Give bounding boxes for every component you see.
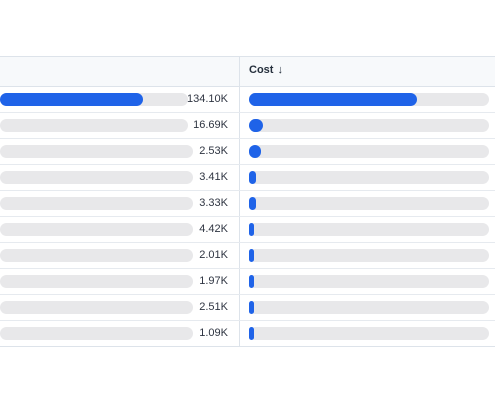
column-divider	[239, 165, 240, 190]
cost-bar-fill	[249, 223, 254, 236]
cost-bar-track	[249, 119, 489, 132]
left-bar-track	[0, 223, 193, 236]
column-divider	[239, 321, 240, 346]
column-divider	[239, 243, 240, 268]
left-bar-track	[0, 93, 188, 106]
cost-header-label: Cost	[249, 64, 274, 76]
table-header: Cost ↓	[0, 57, 495, 87]
arrow-down-icon: ↓	[277, 63, 283, 76]
cost-bar-track	[249, 275, 489, 288]
table-row[interactable]: 4.42K	[0, 217, 495, 243]
row-value: 2.01K	[199, 249, 228, 261]
left-bar-track	[0, 249, 193, 262]
cost-table: Cost ↓ 134.10K 16.69K 2.53K 3.41K 3.33K 4.42K…	[0, 56, 495, 347]
column-divider	[239, 217, 240, 242]
table-row[interactable]: 2.01K	[0, 243, 495, 269]
column-divider	[239, 269, 240, 294]
column-divider	[239, 113, 240, 138]
column-divider	[239, 87, 240, 112]
cost-bar-track	[249, 223, 489, 236]
table-row[interactable]: 3.41K	[0, 165, 495, 191]
table-row[interactable]: 1.97K	[0, 269, 495, 295]
cost-bar-track	[249, 145, 489, 158]
left-bar-track	[0, 327, 193, 340]
table-row[interactable]: 2.53K	[0, 139, 495, 165]
cost-bar-track	[249, 93, 489, 106]
cost-bar-fill	[249, 197, 256, 210]
cost-bar-fill	[249, 145, 261, 158]
table-row[interactable]: 2.51K	[0, 295, 495, 321]
cost-bar-track	[249, 171, 489, 184]
row-value: 1.97K	[199, 275, 228, 287]
table-row[interactable]: 134.10K	[0, 87, 495, 113]
left-bar-track	[0, 171, 193, 184]
row-value: 4.42K	[199, 223, 228, 235]
column-divider	[239, 57, 240, 86]
table-body: 134.10K 16.69K 2.53K 3.41K 3.33K 4.42K 2.01K 1.…	[0, 87, 495, 346]
column-divider	[239, 295, 240, 320]
row-value: 16.69K	[193, 119, 228, 131]
cost-column-header[interactable]: Cost ↓	[249, 64, 283, 76]
left-bar-track	[0, 119, 188, 132]
column-divider	[239, 191, 240, 216]
left-bar-track	[0, 301, 193, 314]
cost-bar-fill	[249, 171, 256, 184]
cost-bar-track	[249, 197, 489, 210]
row-value: 2.51K	[199, 301, 228, 313]
cost-bar-fill	[249, 119, 263, 132]
cost-bar-fill	[249, 93, 417, 106]
table-row[interactable]: 16.69K	[0, 113, 495, 139]
row-value: 134.10K	[187, 93, 228, 105]
cost-bar-track	[249, 327, 489, 340]
cost-bar-track	[249, 249, 489, 262]
row-value: 3.33K	[199, 197, 228, 209]
table-row[interactable]: 3.33K	[0, 191, 495, 217]
cost-bar-fill	[249, 249, 254, 262]
row-value: 2.53K	[199, 145, 228, 157]
cost-bar-fill	[249, 275, 254, 288]
row-value: 1.09K	[199, 327, 228, 339]
left-bar-track	[0, 145, 193, 158]
cost-bar-track	[249, 301, 489, 314]
cost-bar-fill	[249, 327, 254, 340]
table-row[interactable]: 1.09K	[0, 321, 495, 346]
row-value: 3.41K	[199, 171, 228, 183]
column-divider	[239, 139, 240, 164]
left-bar-track	[0, 197, 193, 210]
cost-bar-fill	[249, 301, 254, 314]
left-bar-fill	[0, 93, 143, 106]
left-bar-track	[0, 275, 193, 288]
